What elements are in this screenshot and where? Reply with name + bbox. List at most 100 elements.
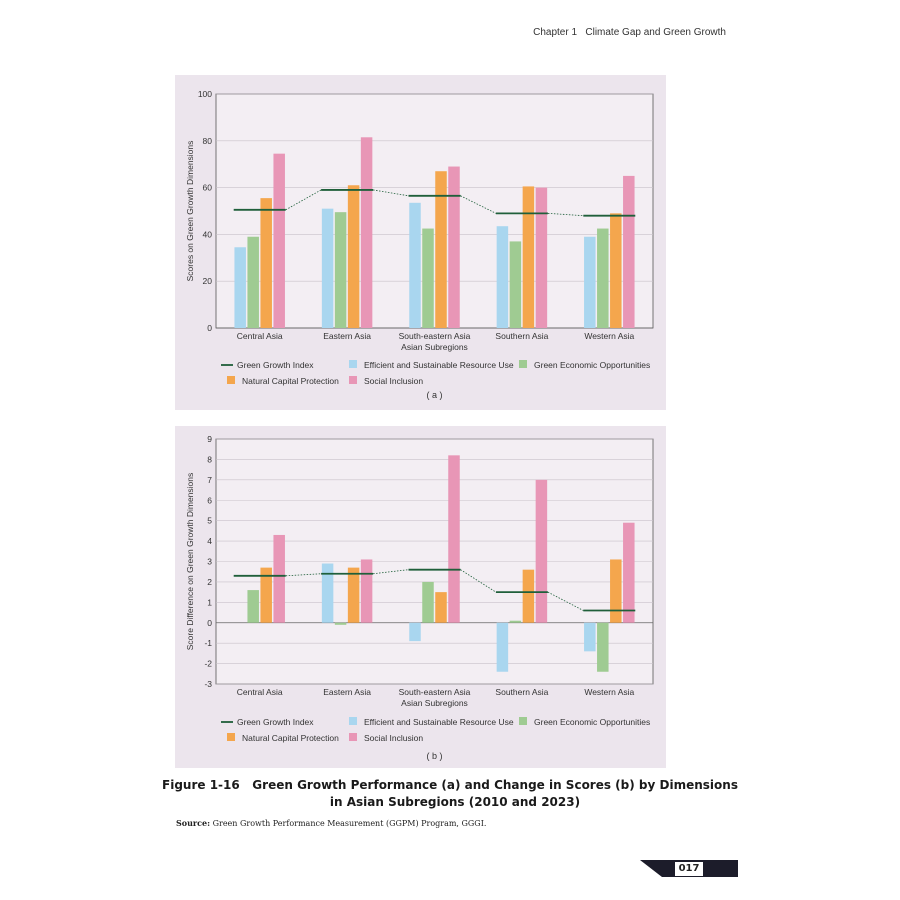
chart-a-plot-area: [215, 93, 654, 329]
chart-a-bar-green_economic: [334, 212, 347, 328]
chart-b-y-tick-label: 4: [207, 536, 212, 546]
chart-a-y-tick-label: 20: [203, 276, 213, 286]
chart-b-y-tick-label: -2: [204, 659, 212, 669]
chart-b-svg: -3 -2 -1 0 1 2 3 4 5 6 7 8 9 Central Asia Eastern Asia…: [185, 434, 654, 761]
chart-b-bar-social_inclusion: [535, 479, 548, 623]
chart-b-x-tick-label: Southern Asia: [495, 687, 548, 697]
chart-a-bar-efficient: [234, 247, 246, 328]
chart-b-bar-green_economic: [597, 622, 609, 672]
chart-a-bar-efficient: [584, 236, 596, 328]
chart-b-y-tick-label: 2: [207, 577, 212, 587]
chart-a-legend-swatch: [227, 376, 235, 384]
chart-b-y-tick-label: 3: [207, 557, 212, 567]
figure-caption: Figure 1-16 Green Growth Performance (a)…: [0, 777, 900, 811]
chart-b-x-tick-label: Western Asia: [584, 687, 634, 697]
chart-b-bar-efficient: [496, 622, 509, 672]
chart-a-bar-green_economic: [509, 241, 522, 328]
chart-a-y-axis-label: Scores on Green Growth Dimensions: [185, 141, 195, 282]
chart-b-ggi-connector: [460, 569, 497, 593]
chart-b-legend-label: Efficient and Sustainable Resource Use: [364, 717, 514, 727]
chart-a-ggi-connector: [285, 189, 322, 211]
chart-b-bar-natural_capital: [260, 567, 272, 623]
chart-b-legend-label: Green Economic Opportunities: [534, 717, 650, 727]
chart-b-bar-social_inclusion: [623, 522, 635, 623]
chart-a-y-tick-label: 40: [203, 229, 213, 239]
chart-b-legend-swatch: [227, 733, 235, 741]
caption-line-2: in Asian Subregions (2010 and 2023): [329, 795, 581, 809]
chart-a-bar-efficient: [496, 226, 509, 328]
chart-b-y-axis-label: Score Difference on Green Growth Dimensi…: [185, 473, 195, 650]
chart-b-bar-social_inclusion: [448, 455, 460, 623]
chart-b-y-tick-label: -1: [204, 638, 212, 648]
chart-a-y-tick-label: 100: [198, 89, 212, 99]
chart-a-x-tick-label: Central Asia: [237, 331, 283, 341]
chart-a-bar-green_economic: [247, 236, 259, 328]
chart-a-legend-swatch: [519, 360, 527, 368]
chart-b-x-tick-label: Central Asia: [237, 687, 283, 697]
chart-a-bar-natural_capital: [522, 186, 535, 328]
chart-a-bar-social_inclusion: [448, 166, 460, 328]
chart-b-bar-efficient: [584, 622, 596, 652]
chart-b-x-tick-label: South-eastern Asia: [399, 687, 471, 697]
chart-b-legend-label: Social Inclusion: [364, 733, 423, 743]
chart-b-bar-social_inclusion: [360, 559, 373, 623]
chart-b-bar-natural_capital: [435, 592, 447, 623]
chart-b-legend-swatch: [349, 717, 357, 725]
chart-a-x-tick-label: Southern Asia: [495, 331, 548, 341]
chart-a-ggi-connector: [460, 195, 497, 214]
chart-b-y-tick-label: 0: [207, 618, 212, 628]
chart-a-x-axis-label: Asian Subregions: [401, 342, 468, 352]
chart-a-x-tick-label: Eastern Asia: [323, 331, 371, 341]
chart-a-bar-natural_capital: [610, 213, 622, 328]
chart-a-y-tick-label: 60: [203, 183, 213, 193]
chart-a-bar-natural_capital: [260, 198, 272, 328]
chart-a-y-tick-label: 80: [203, 136, 213, 146]
chart-a-bar-green_economic: [597, 228, 609, 328]
chart-a-bar-green_economic: [422, 228, 434, 328]
chart-a-legend-swatch: [349, 376, 357, 384]
figure-number: Figure 1-16: [162, 778, 240, 792]
source-label: Source:: [176, 818, 211, 828]
chart-a-panel-label: ( a ): [426, 390, 442, 400]
chart-a-legend-label: Green Economic Opportunities: [534, 360, 650, 370]
chart-a-bar-social_inclusion: [623, 175, 635, 328]
chart-a-x-tick-label: South-eastern Asia: [399, 331, 471, 341]
chart-a-legend-label: Green Growth Index: [237, 360, 314, 370]
chart-b-y-tick-label: 1: [207, 597, 212, 607]
chapter-number: Chapter 1: [533, 27, 578, 38]
chart-b-bar-green_economic: [334, 622, 347, 625]
source-text: Green Growth Performance Measurement (GG…: [212, 819, 487, 828]
chart-b-legend-swatch: [519, 717, 527, 725]
chart-b-legend-label: Natural Capital Protection: [242, 733, 339, 743]
chart-b-panel-label: ( b ): [426, 751, 442, 761]
chart-a-bar-social_inclusion: [360, 137, 373, 328]
chart-a-legend-label: Social Inclusion: [364, 376, 423, 386]
chart-b-y-tick-label: 5: [207, 516, 212, 526]
chapter-title: Climate Gap and Green Growth: [585, 27, 726, 38]
chart-b-y-tick-label: 6: [207, 495, 212, 505]
chart-a-bar-natural_capital: [435, 171, 447, 328]
chart-a-svg: 0 20 40 60 80 100 Central Asia Eastern Asia Sout…: [185, 89, 654, 400]
chart-b-bar-natural_capital: [347, 567, 360, 623]
chart-b-bar-social_inclusion: [273, 534, 285, 623]
chart-b-legend-swatch: [349, 733, 357, 741]
chart-b-ggi-connector: [547, 591, 584, 611]
chart-b-y-tick-label: 7: [207, 475, 212, 485]
chart-a-x-tick-label: Western Asia: [584, 331, 634, 341]
chart-b-bar-natural_capital: [610, 559, 622, 623]
chart-a-bar-natural_capital: [347, 185, 360, 328]
chart-a-legend-swatch: [349, 360, 357, 368]
chart-a-legend-label: Natural Capital Protection: [242, 376, 339, 386]
running-header: Chapter 1 Climate Gap and Green Growth: [533, 27, 726, 38]
chart-a-legend-label: Efficient and Sustainable Resource Use: [364, 360, 514, 370]
caption-line-1: Green Growth Performance (a) and Change …: [252, 778, 738, 792]
chart-a-y-tick-label: 0: [207, 323, 212, 333]
chart-panel-b: -3 -2 -1 0 1 2 3 4 5 6 7 8 9 Central Asia Eastern Asia…: [175, 426, 666, 768]
chart-b-bar-efficient: [409, 622, 421, 642]
chart-b-bar-green_economic: [247, 590, 259, 623]
chart-b-bar-efficient: [321, 563, 334, 623]
chart-b-legend-label: Green Growth Index: [237, 717, 314, 727]
chart-b-bar-green_economic: [509, 620, 522, 623]
chart-b-x-axis-label: Asian Subregions: [401, 698, 468, 708]
chart-panel-a: 0 20 40 60 80 100 Central Asia Eastern Asia Sout…: [175, 75, 666, 410]
